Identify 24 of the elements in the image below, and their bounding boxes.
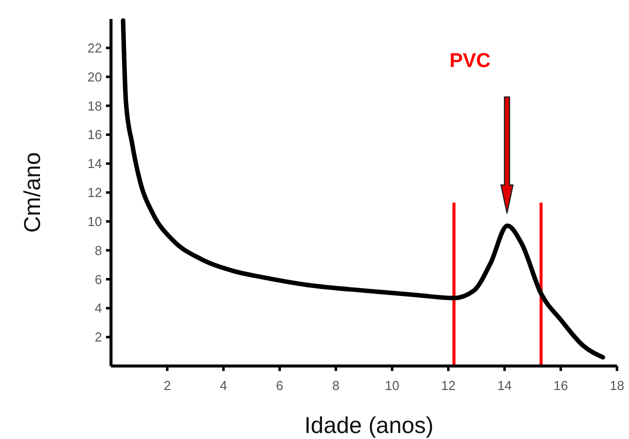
x-tick-label: 18 [610, 378, 624, 393]
y-tick-label: 20 [88, 69, 102, 84]
x-tick-label: 6 [276, 378, 284, 393]
x-tick-label: 14 [497, 378, 512, 393]
y-tick-label: 6 [94, 272, 102, 287]
x-tick-label: 4 [220, 378, 228, 393]
annotation: PVC [449, 50, 491, 72]
y-tick-label: 2 [94, 330, 102, 345]
y-tick-label: 18 [88, 98, 102, 114]
x-tick-label: 2 [164, 378, 171, 393]
y-tick-label: 10 [88, 214, 102, 229]
x-tick-label: 16 [554, 378, 568, 393]
y-tick-label: 4 [94, 300, 102, 316]
y-tick-label: 22 [88, 40, 102, 56]
x-tick-label: 8 [332, 378, 340, 393]
y-axis-title: Cm/ano [19, 152, 45, 233]
x-tick-label: 12 [441, 378, 456, 393]
line-series [120, 18, 606, 360]
y-tick-label: 16 [88, 127, 102, 142]
x-tick-label: 10 [384, 378, 400, 393]
y-tick-label: 12 [88, 185, 102, 200]
y-tick-label: 8 [94, 242, 102, 258]
y-tick-label: 14 [88, 156, 102, 172]
x-axis-title: Idade (anos) [304, 412, 434, 438]
